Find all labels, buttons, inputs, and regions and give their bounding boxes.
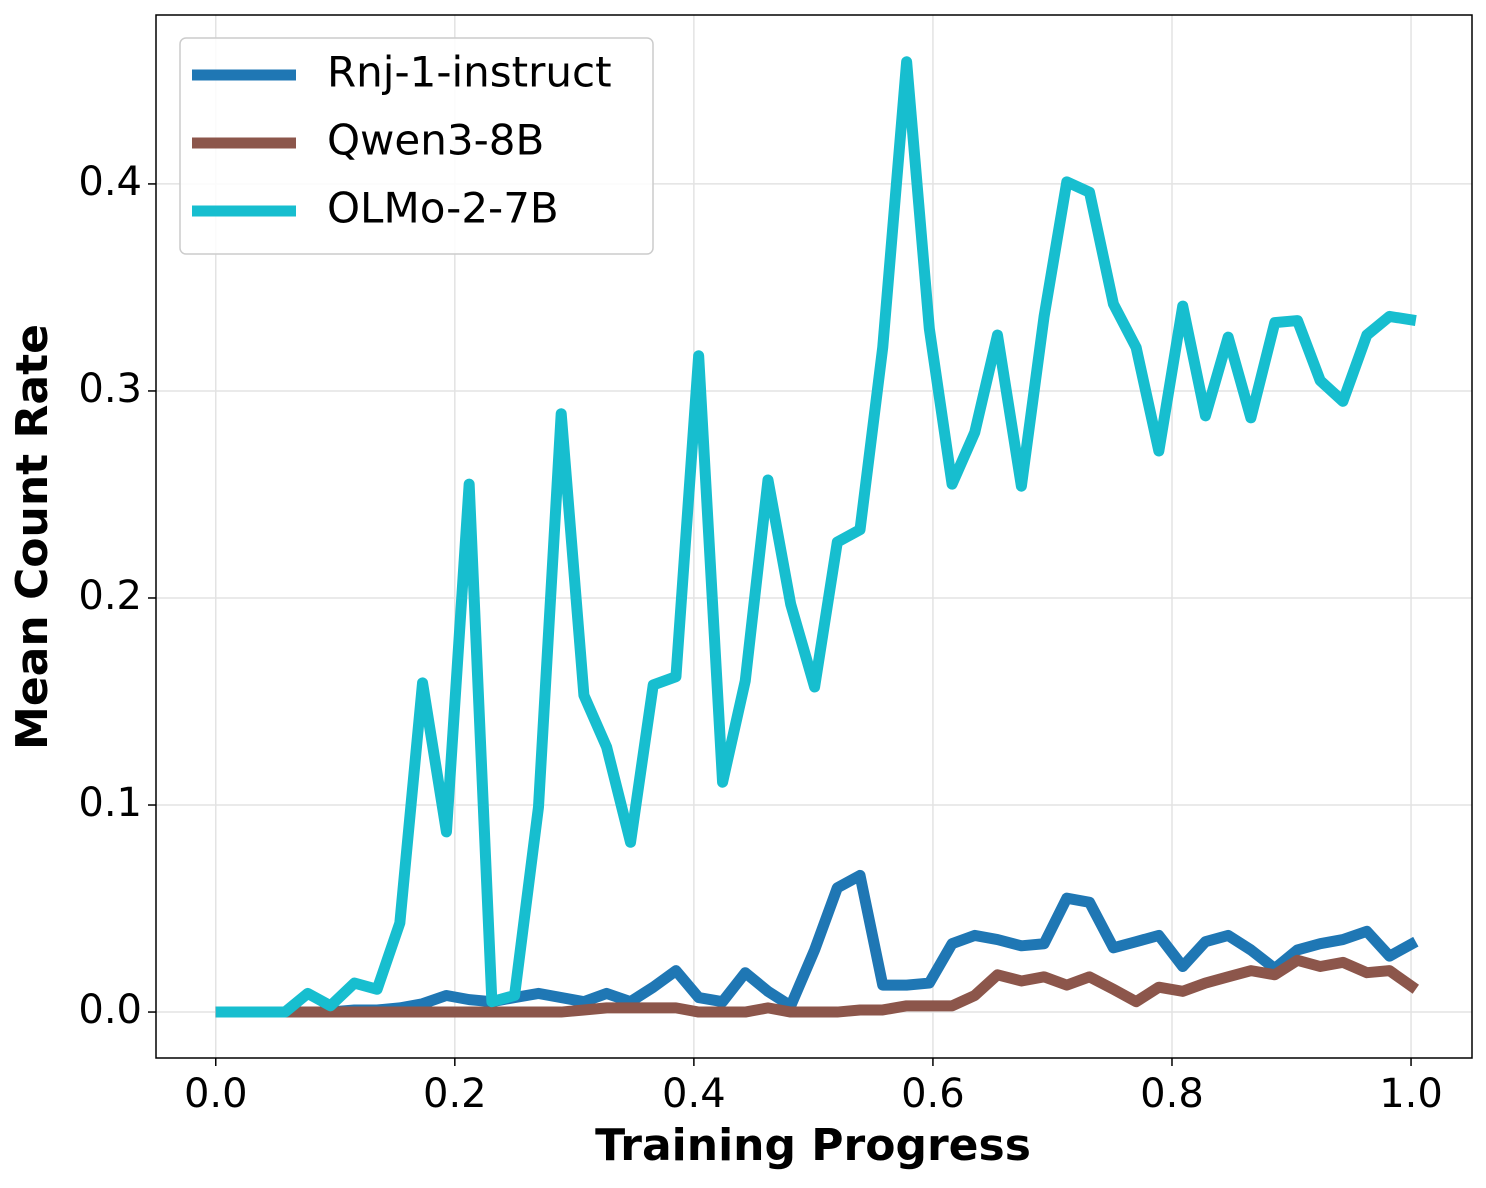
- y-tick-label: 0.3: [78, 366, 142, 412]
- data-line: [215, 954, 1420, 1018]
- legend-label: OLMo-2-7B: [327, 184, 559, 233]
- x-tick-label: 0.6: [901, 1071, 965, 1117]
- x-tick-label: 0.2: [423, 1071, 487, 1117]
- y-tick-label: 0.1: [78, 780, 142, 826]
- y-tick-label: 0.2: [78, 573, 142, 619]
- plot-frame: [155, 14, 1473, 1059]
- y-tick-label: 0.0: [78, 987, 142, 1033]
- x-tick-label: 0.0: [184, 1071, 248, 1117]
- legend: Rnj-1-instruct Qwen3-8B OLMo-2-7B: [179, 37, 654, 255]
- x-tick-label: 1.0: [1379, 1071, 1443, 1117]
- y-axis-label: Mean Count Rate: [7, 324, 58, 750]
- legend-label: Rnj-1-instruct: [327, 48, 612, 97]
- x-tick-label: 0.8: [1140, 1071, 1204, 1117]
- legend-label: Qwen3-8B: [327, 116, 544, 165]
- data-line: [215, 56, 1417, 1018]
- y-tick-label: 0.4: [78, 159, 142, 205]
- x-axis-label: Training Progress: [595, 1120, 1031, 1171]
- legend-box: [179, 37, 654, 255]
- x-tick-label: 0.4: [662, 1071, 726, 1117]
- data-line: [215, 869, 1419, 1018]
